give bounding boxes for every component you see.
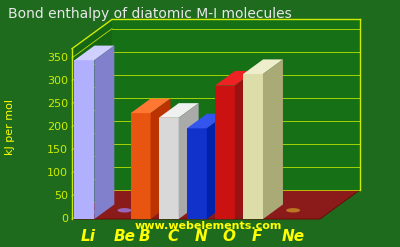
Polygon shape	[131, 99, 170, 113]
Polygon shape	[150, 99, 170, 219]
Polygon shape	[74, 60, 94, 219]
Text: kJ per mol: kJ per mol	[5, 99, 15, 155]
Text: Li: Li	[81, 229, 96, 244]
Polygon shape	[74, 46, 114, 60]
Ellipse shape	[257, 210, 270, 213]
Text: www.webelements.com: www.webelements.com	[134, 221, 282, 231]
Polygon shape	[215, 71, 255, 85]
Text: 150: 150	[47, 145, 68, 155]
Polygon shape	[263, 60, 283, 219]
Ellipse shape	[228, 210, 241, 213]
Polygon shape	[243, 74, 263, 219]
Text: Ne: Ne	[282, 229, 305, 244]
Polygon shape	[159, 103, 199, 118]
Ellipse shape	[286, 208, 300, 212]
Polygon shape	[187, 114, 227, 128]
Polygon shape	[187, 128, 207, 219]
Polygon shape	[72, 20, 112, 219]
Text: 300: 300	[47, 76, 68, 86]
Text: O: O	[222, 229, 236, 244]
Polygon shape	[159, 118, 179, 219]
Text: 0: 0	[61, 214, 68, 224]
Polygon shape	[243, 60, 283, 74]
Polygon shape	[235, 71, 255, 219]
Text: 100: 100	[47, 168, 68, 178]
Polygon shape	[207, 114, 227, 219]
Ellipse shape	[144, 210, 157, 213]
Polygon shape	[179, 103, 199, 219]
Text: Bond enthalpy of diatomic M-I molecules: Bond enthalpy of diatomic M-I molecules	[8, 7, 292, 21]
Text: C: C	[167, 229, 178, 244]
Polygon shape	[131, 113, 150, 219]
Ellipse shape	[200, 210, 213, 213]
Text: N: N	[194, 229, 207, 244]
Polygon shape	[94, 46, 114, 219]
Text: 200: 200	[47, 122, 68, 132]
Polygon shape	[72, 190, 360, 219]
Ellipse shape	[172, 210, 185, 213]
Text: F: F	[252, 229, 262, 244]
Polygon shape	[112, 20, 360, 190]
Text: B: B	[139, 229, 150, 244]
Polygon shape	[215, 85, 235, 219]
Ellipse shape	[88, 210, 101, 213]
Ellipse shape	[118, 208, 132, 212]
Text: 50: 50	[54, 191, 68, 201]
Text: Be: Be	[114, 229, 136, 244]
Text: 350: 350	[47, 53, 68, 63]
Text: 250: 250	[47, 99, 68, 109]
